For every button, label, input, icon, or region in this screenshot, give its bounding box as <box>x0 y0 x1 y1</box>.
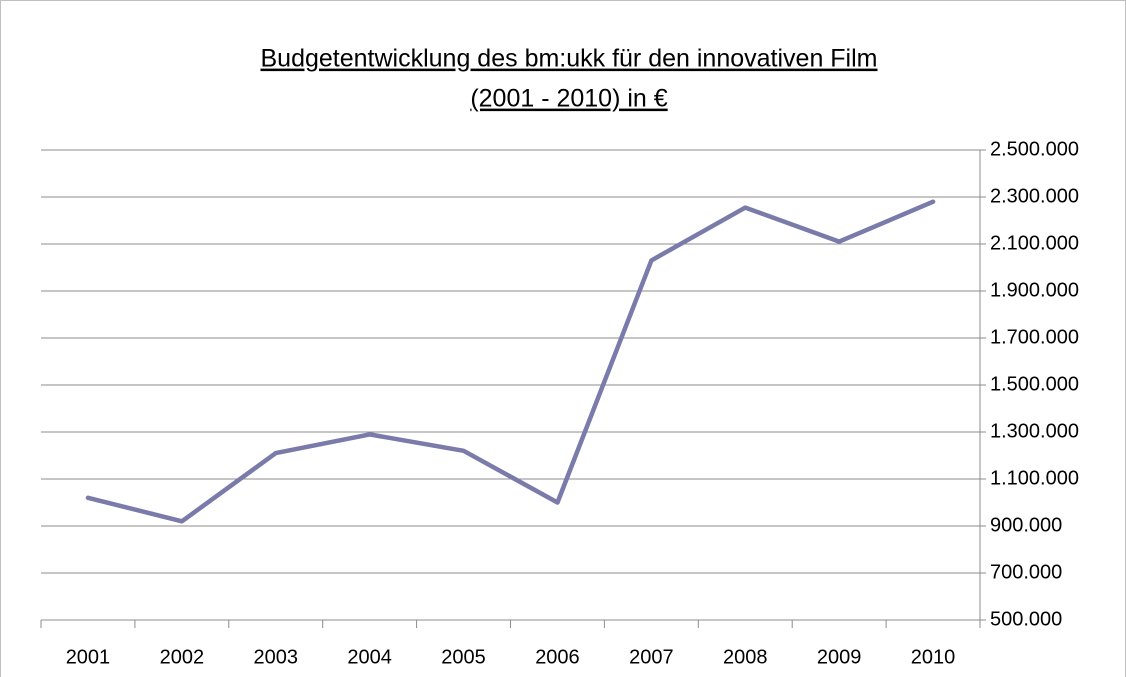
x-tick-label: 2004 <box>347 646 392 668</box>
y-tick-label: 1.100.000 <box>990 467 1079 489</box>
x-tick-label: 2005 <box>441 646 486 668</box>
chart-title: (2001 - 2010) in € <box>470 85 667 113</box>
y-tick-label: 900.000 <box>990 514 1062 536</box>
y-tick-label: 2.100.000 <box>990 232 1079 254</box>
x-tick-label: 2001 <box>66 646 111 668</box>
y-tick-label: 2.300.000 <box>990 185 1079 207</box>
x-tick-label: 2009 <box>817 646 862 668</box>
y-tick-label: 1.300.000 <box>990 420 1079 442</box>
x-tick-label: 2007 <box>629 646 674 668</box>
x-tick-label: 2006 <box>535 646 580 668</box>
chart-title: Budgetentwicklung des bm:ukk für den inn… <box>261 45 878 73</box>
x-tick-label: 2002 <box>160 646 205 668</box>
x-tick-label: 2010 <box>911 646 956 668</box>
y-tick-label: 700.000 <box>990 561 1062 583</box>
y-tick-label: 1.700.000 <box>990 326 1079 348</box>
y-tick-label: 1.500.000 <box>990 373 1079 395</box>
data-line <box>85 199 936 524</box>
y-tick-label: 1.900.000 <box>990 279 1079 301</box>
x-tick-label: 2003 <box>254 646 299 668</box>
y-tick-label: 500.000 <box>990 608 1062 630</box>
x-tick-label: 2008 <box>723 646 768 668</box>
y-tick-label: 2.500.000 <box>990 138 1079 160</box>
